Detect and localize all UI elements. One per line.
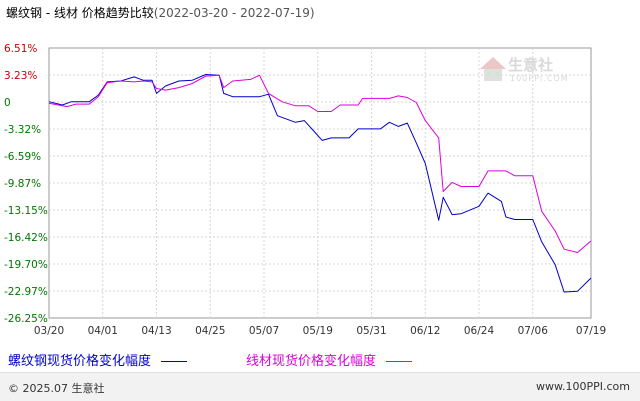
- y-tick-label: -3.32%: [4, 124, 41, 136]
- x-tick-label: 05/07: [249, 325, 279, 337]
- x-tick-label: 04/01: [88, 325, 118, 337]
- y-tick-label: -13.15%: [4, 205, 48, 217]
- legend-label-wire-rod: 线材现货价格变化幅度: [246, 354, 377, 369]
- legend-item-rebar: 螺纹钢现货价格变化幅度: [8, 350, 188, 369]
- y-tick-label: -16.42%: [4, 232, 48, 244]
- watermark-sub: 100PPI.COM: [510, 74, 569, 83]
- y-tick-label: -6.59%: [4, 151, 41, 163]
- x-tick-label: 07/19: [576, 325, 606, 337]
- chart-date-range: (2022-03-20 - 2022-07-19): [153, 6, 315, 20]
- series-lines: [48, 74, 592, 293]
- y-tick-label: -19.70%: [4, 259, 48, 271]
- chart-title: 螺纹钢 - 线材 价格趋势比较(2022-03-20 - 2022-07-19): [6, 4, 315, 21]
- price-trend-chart: 6.51% 3.23% 0 -3.32% -6.59% -9.87% -13.15% -16.…: [4, 43, 606, 337]
- x-tick-label: 06/24: [464, 325, 495, 337]
- footer-copyright: © 2025.07 生意社: [8, 382, 105, 395]
- x-tick-label: 05/19: [303, 325, 333, 337]
- x-tick-label: 03/20: [34, 325, 64, 337]
- chart-legend: 螺纹钢现货价格变化幅度 线材现货价格变化幅度: [0, 350, 640, 370]
- series-line-rebar: [48, 74, 592, 293]
- watermark-name: 生意社: [508, 56, 554, 74]
- plot-area: [48, 47, 592, 319]
- legend-swatch-wire-rod: [386, 361, 413, 362]
- x-tick-label: 06/12: [410, 325, 440, 337]
- chart-title-text: 螺纹钢 - 线材 价格趋势比较: [6, 6, 154, 20]
- x-tick-label: 04/13: [141, 325, 171, 337]
- footer-site-link[interactable]: www.100PPI.com: [536, 380, 630, 393]
- x-tick-label: 07/06: [518, 325, 549, 337]
- y-tick-label: -9.87%: [4, 178, 41, 190]
- y-tick-label: 0: [4, 97, 11, 109]
- legend-label-rebar: 螺纹钢现货价格变化幅度: [8, 354, 152, 369]
- y-tick-label: -26.25%: [4, 313, 48, 325]
- x-axis-ticks: 03/20 04/01 04/13 04/25 05/07 05/19 05/31 06/12…: [34, 325, 606, 337]
- legend-swatch-rebar: [161, 361, 188, 362]
- watermark-logo: 生意社 100PPI.COM: [478, 52, 578, 88]
- legend-item-wire-rod: 线材现货价格变化幅度: [246, 350, 413, 369]
- y-tick-label: 3.23%: [4, 70, 37, 82]
- y-tick-label: -22.97%: [4, 286, 48, 298]
- x-tick-label: 05/31: [356, 325, 386, 337]
- x-tick-label: 04/25: [195, 325, 225, 337]
- footer: © 2025.07 生意社 www.100PPI.com: [0, 372, 640, 401]
- series-line-wire-rod: [48, 74, 592, 253]
- house-logo-icon: [480, 57, 506, 81]
- y-axis-ticks: 6.51% 3.23% 0 -3.32% -6.59% -9.87% -13.15% -16.…: [4, 43, 48, 325]
- y-tick-label: 6.51%: [4, 43, 37, 55]
